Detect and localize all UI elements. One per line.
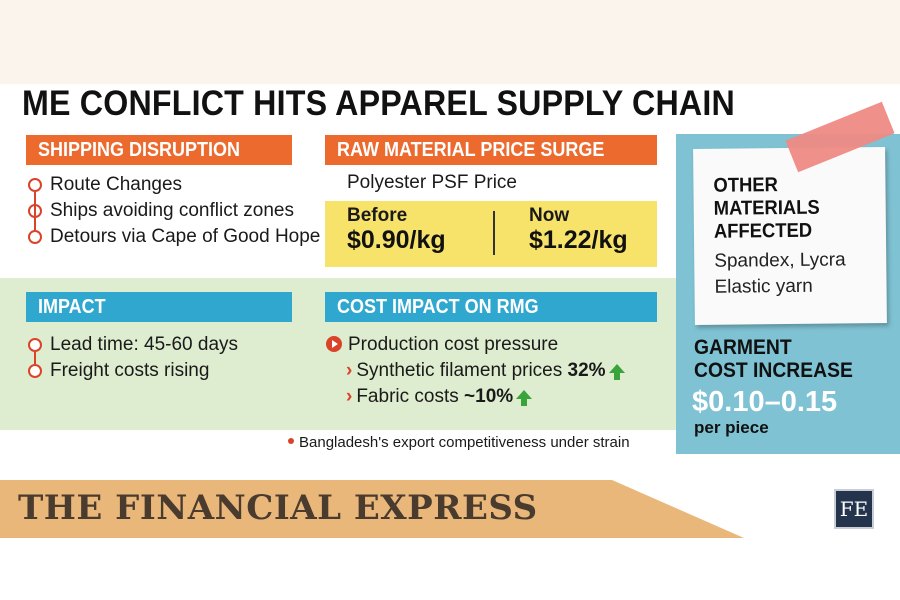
bullet-dot-icon (288, 438, 294, 444)
raw-material-header: RAW MATERIAL PRICE SURGE (325, 135, 657, 165)
psf-price-label: Polyester PSF Price (347, 172, 517, 193)
garment-cost-unit: per piece (694, 418, 769, 437)
other-materials-list: Spandex, Lycra Elastic yarn (714, 247, 846, 300)
brand-banner-shape (0, 480, 744, 538)
bullet-ring-icon (28, 364, 42, 378)
now-value: $1.22/kg (529, 226, 628, 254)
list-item: Production cost pressure (326, 332, 625, 358)
top-band (0, 0, 900, 84)
fe-logo: FE (834, 489, 874, 529)
list-item: › Fabric costs ~10% (326, 384, 625, 410)
cost-impact-header: COST IMPACT ON RMG (325, 292, 657, 322)
chevron-right-icon: › (346, 360, 353, 381)
brand-name: THE FINANCIAL EXPRESS (18, 488, 538, 528)
bullet-ring-icon (28, 230, 42, 244)
bullet-connector (34, 192, 36, 230)
play-bullet-icon (326, 336, 342, 352)
list-item: Freight costs rising (26, 358, 238, 384)
footnote: Bangladesh's export competitiveness unde… (288, 434, 630, 451)
shipping-list: Route Changes Ships avoiding conflict zo… (26, 172, 320, 250)
before-label: Before (347, 205, 408, 226)
list-item: › Synthetic filament prices 32% (326, 358, 625, 384)
list-item: Route Changes (26, 172, 320, 198)
before-price: Before $0.90/kg (347, 205, 446, 255)
bullet-ring-icon (28, 338, 42, 352)
cost-impact-list: Production cost pressure › Synthetic fila… (326, 332, 625, 410)
chevron-right-icon: › (346, 386, 353, 407)
fabric-costs-percent: ~10% (464, 386, 514, 407)
bullet-ring-icon (28, 178, 42, 192)
shipping-disruption-header: SHIPPING DISRUPTION (26, 135, 292, 165)
infographic-title: ME CONFLICT HITS APPAREL SUPPLY CHAIN (22, 84, 735, 123)
list-item: Detours via Cape of Good Hope (26, 224, 320, 250)
impact-header: IMPACT (26, 292, 292, 322)
before-value: $0.90/kg (347, 226, 446, 254)
price-divider (493, 211, 495, 255)
garment-cost-value: $0.10–0.15 (692, 386, 838, 418)
list-item: Lead time: 45-60 days (26, 332, 238, 358)
synthetic-filament-percent: 32% (567, 360, 606, 381)
other-materials-title: OTHER MATERIALS AFFECTED (713, 174, 820, 243)
price-comparison-box: Before $0.90/kg Now $1.22/kg (325, 201, 657, 267)
impact-list: Lead time: 45-60 days Freight costs risi… (26, 332, 238, 384)
list-item: Ships avoiding conflict zones (26, 198, 320, 224)
list-item: Elastic yarn (714, 275, 813, 298)
other-materials-note: OTHER MATERIALS AFFECTED Spandex, Lycra … (693, 146, 887, 326)
arrow-up-icon (516, 390, 533, 406)
arrow-up-icon (608, 364, 625, 380)
now-price: Now $1.22/kg (529, 205, 628, 255)
list-item: Spandex, Lycra (714, 249, 846, 272)
now-label: Now (529, 205, 570, 226)
garment-cost-title: GARMENT COST INCREASE (694, 336, 853, 382)
bullet-connector (34, 352, 36, 364)
